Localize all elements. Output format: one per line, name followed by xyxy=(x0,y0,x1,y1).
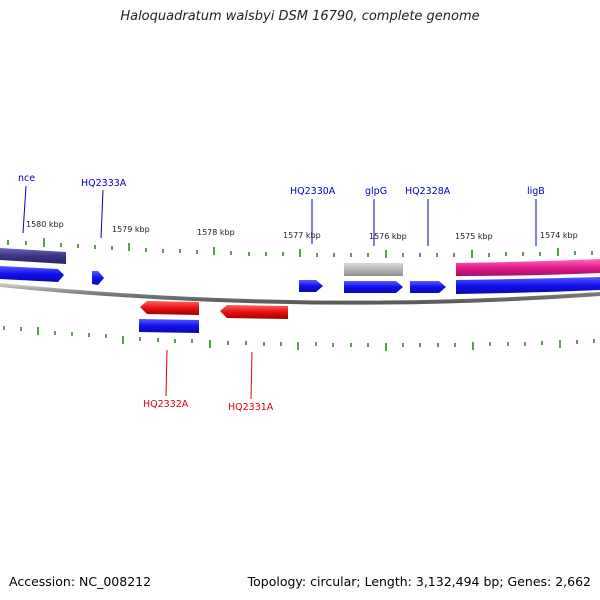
gene-label-hq2331a: HQ2331A xyxy=(228,402,274,413)
genome-summary-text: Topology: circular; Length: 3,132,494 bp… xyxy=(247,574,591,589)
reverse-cds-hq2332a xyxy=(140,301,199,315)
forward-cds-hq2328a xyxy=(410,281,446,293)
label-leaders-reverse xyxy=(165,349,253,400)
tick-label: 1575 kbp xyxy=(455,232,493,241)
tick-label: 1577 kbp xyxy=(283,231,321,240)
forward-cds xyxy=(0,266,64,282)
forward-cds-lower xyxy=(139,319,199,333)
label-leaders-forward xyxy=(22,185,537,246)
gene-label-nce: nce xyxy=(18,173,35,184)
misc-feature-gray xyxy=(344,263,403,276)
gene-label-hq2333a: HQ2333A xyxy=(81,178,127,189)
forward-cds-hq2333a xyxy=(92,271,104,285)
misc-feature-pink xyxy=(456,259,600,276)
accession-text: Accession: NC_008212 xyxy=(9,574,152,589)
genome-backbone xyxy=(0,283,600,305)
gene-label-ligb: ligB xyxy=(527,186,545,197)
forward-cds-glpg xyxy=(344,281,403,293)
inner-ticks xyxy=(3,326,595,351)
gene-label-hq2328a: HQ2328A xyxy=(405,186,451,197)
gene-label-hq2332a: HQ2332A xyxy=(143,399,189,410)
forward-cds-ligb xyxy=(456,277,600,294)
outer-ticks xyxy=(7,238,593,258)
tick-label: 1579 kbp xyxy=(112,225,150,234)
tick-label: 1580 kbp xyxy=(26,220,64,229)
rna-feature xyxy=(0,248,66,264)
forward-cds-hq2330a xyxy=(299,280,323,292)
tick-label: 1578 kbp xyxy=(197,228,235,237)
tick-label: 1574 kbp xyxy=(540,231,578,240)
map-title: Haloquadratum walsbyi DSM 16790, complet… xyxy=(120,9,480,24)
tick-label: 1576 kbp xyxy=(369,232,407,241)
gene-label-glpg: glpG xyxy=(365,186,387,197)
gene-label-hq2330a: HQ2330A xyxy=(290,186,336,197)
reverse-cds-hq2331a xyxy=(220,305,288,319)
